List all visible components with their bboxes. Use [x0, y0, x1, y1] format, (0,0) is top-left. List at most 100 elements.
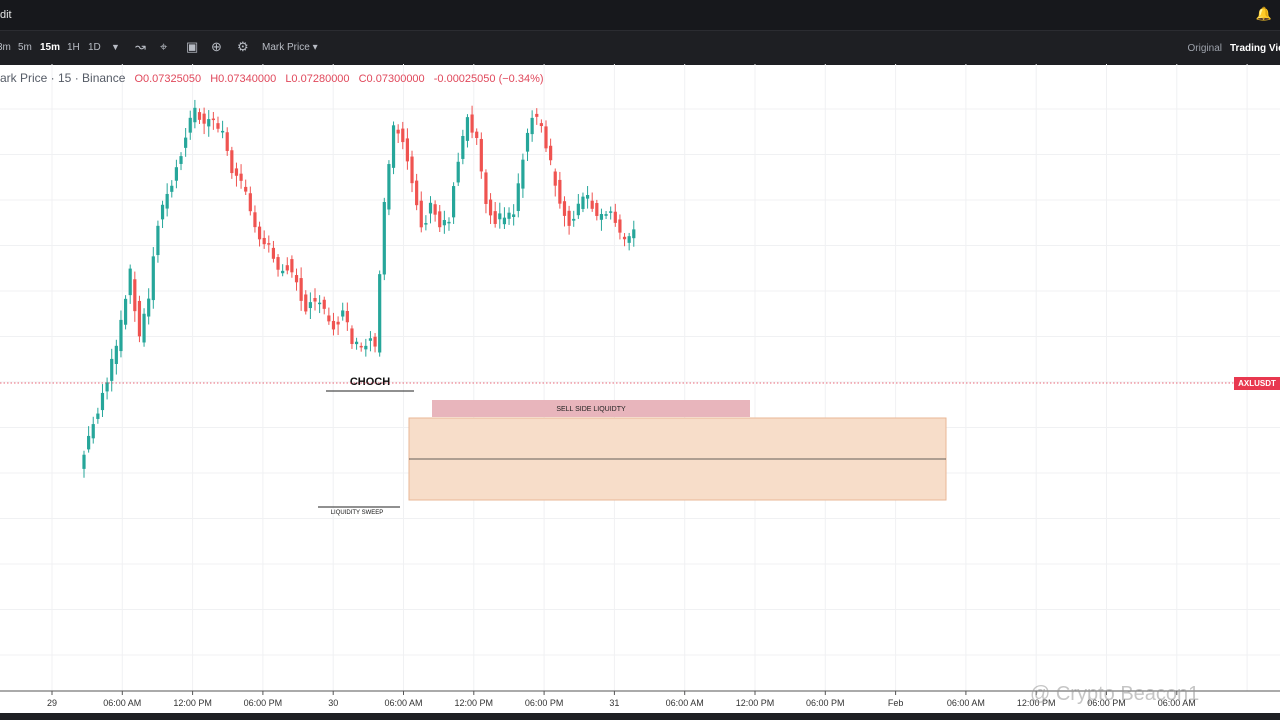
- candle-body: [475, 131, 479, 138]
- candle-body: [87, 435, 91, 450]
- sell-side-liquidity-label: SELL SIDE LIQUIDTY: [556, 406, 626, 413]
- last-price-tag: AXLUSDT: [1234, 377, 1280, 390]
- candle-body: [581, 196, 585, 209]
- time-tick-label: 06:00 AM: [1158, 698, 1196, 708]
- time-tick-label: 06:00 AM: [666, 698, 704, 708]
- candle-body: [184, 137, 188, 148]
- view-original-tab[interactable]: Original: [1187, 43, 1222, 54]
- bell-icon[interactable]: 🔔: [1255, 6, 1272, 21]
- candle-body: [382, 202, 386, 275]
- candle-body: [151, 256, 155, 301]
- time-tick-label: 12:00 PM: [455, 698, 494, 708]
- candle-body: [197, 112, 202, 120]
- candle-body: [447, 221, 451, 224]
- time-tick-label: 31: [609, 698, 619, 708]
- legend-low: L0.07280000: [285, 73, 350, 85]
- candle-body: [211, 118, 215, 121]
- candle-body: [387, 164, 391, 210]
- time-tick-label: 29: [47, 698, 57, 708]
- candle-body: [410, 156, 414, 184]
- candle-body: [401, 128, 405, 143]
- interval-5m[interactable]: 5m: [18, 42, 32, 53]
- interval-1h[interactable]: 1H: [67, 42, 80, 53]
- time-tick-label: 06:00 PM: [806, 698, 845, 708]
- watermark: @ Crypto Beacon1: [1030, 683, 1200, 705]
- candle-body: [627, 236, 631, 243]
- candle-body: [461, 135, 465, 159]
- candle-body: [498, 213, 502, 220]
- time-tick-label: 06:00 PM: [525, 698, 564, 708]
- candle-body: [285, 265, 289, 271]
- time-tick-label: Feb: [888, 698, 904, 708]
- liquidity-sweep-label: LIQUIDITY SWEEP: [331, 510, 384, 516]
- candle-body: [137, 300, 142, 337]
- candle-body: [539, 123, 543, 127]
- time-tick-label: 06:00 AM: [947, 698, 985, 708]
- sell-side-zone: [432, 400, 750, 417]
- candle-body: [110, 358, 114, 381]
- interval-3m[interactable]: 3m: [0, 42, 11, 53]
- candle-body: [479, 138, 483, 172]
- candle-body: [128, 268, 132, 296]
- candle-body: [521, 159, 525, 189]
- candle-body: [452, 186, 456, 218]
- indicators-icon[interactable]: ⌖: [160, 39, 168, 54]
- chart-type-icon[interactable]: ↝: [135, 39, 146, 54]
- candle-body: [599, 214, 604, 220]
- view-tradingview-tab[interactable]: Trading View: [1230, 43, 1280, 54]
- candle-body: [368, 338, 373, 341]
- candle-body: [276, 257, 280, 270]
- candle-body: [193, 107, 197, 123]
- candle-body: [225, 132, 229, 151]
- candle-body: [253, 212, 257, 228]
- chevron-down-icon[interactable]: ▼: [111, 42, 120, 52]
- candle-body: [405, 138, 409, 162]
- grid-lines: [0, 64, 1280, 691]
- interval-1d[interactable]: 1D: [88, 42, 101, 53]
- candle-body: [567, 210, 571, 226]
- candle-body: [262, 237, 266, 245]
- candle-body: [373, 336, 377, 347]
- interval-15m[interactable]: 15m: [40, 42, 61, 53]
- candle-body: [512, 214, 516, 218]
- candle-body: [142, 313, 146, 343]
- candle-body: [488, 199, 493, 216]
- candle-body: [516, 183, 520, 212]
- candle-body: [114, 345, 118, 364]
- price-type-select[interactable]: Mark Price ▾: [262, 42, 318, 53]
- legend-close: C0.07300000: [358, 73, 425, 85]
- candle-body: [632, 229, 636, 239]
- candle-body: [428, 202, 433, 214]
- camera-icon[interactable]: ▣: [186, 39, 199, 54]
- candle-body: [354, 341, 359, 345]
- candle-body: [82, 454, 86, 469]
- candle-body: [221, 130, 225, 133]
- candle-body: [119, 319, 123, 352]
- candle-body: [322, 299, 326, 309]
- candle-body: [493, 211, 497, 224]
- candle-body: [359, 345, 363, 348]
- price-chart[interactable]: SELL SIDE LIQUIDTY CHOCH LIQUIDITY SWEEP 29…: [0, 64, 1280, 713]
- candle-body: [336, 321, 340, 325]
- settings-icon[interactable]: ⚙: [237, 39, 249, 54]
- candle-body: [364, 345, 368, 350]
- candle-body: [123, 298, 128, 325]
- candle-body: [396, 129, 400, 134]
- time-tick-label: 06:00 PM: [244, 698, 283, 708]
- candle-body: [378, 274, 382, 353]
- candle-body: [318, 302, 322, 305]
- plus-circle-icon[interactable]: ⊕: [211, 39, 222, 54]
- candle-body: [535, 113, 539, 117]
- candle-body: [271, 247, 276, 259]
- candle-body: [391, 125, 396, 168]
- candle-body: [133, 279, 137, 312]
- candle-body: [294, 275, 299, 283]
- candle-body: [456, 161, 460, 183]
- candle-body: [202, 113, 206, 124]
- candle-body: [308, 302, 312, 309]
- candle-body: [290, 259, 294, 273]
- time-tick-label: 12:00 PM: [173, 698, 212, 708]
- candle-body: [558, 179, 562, 204]
- candle-body: [576, 203, 580, 216]
- bottom-bar: [0, 713, 1280, 720]
